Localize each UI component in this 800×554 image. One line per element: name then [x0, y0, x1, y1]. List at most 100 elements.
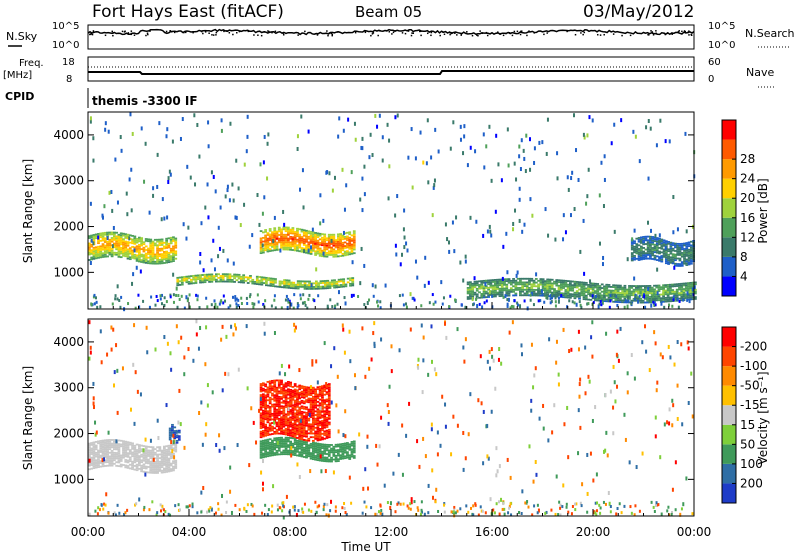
scatter-cell	[316, 236, 320, 239]
scatter-cell	[133, 237, 137, 240]
scatter-cell	[569, 285, 572, 288]
scatter-cell	[471, 286, 475, 289]
echo-point	[425, 161, 428, 166]
scatter-cell	[137, 447, 141, 450]
echo-point	[414, 156, 417, 161]
scatter-cell	[261, 433, 265, 436]
scatter-cell	[528, 283, 531, 286]
scatter-cell	[530, 287, 534, 289]
scatter-cell	[133, 450, 137, 453]
scatter-cell	[473, 291, 477, 294]
scatter-cell	[691, 281, 695, 284]
scatter-cell	[255, 279, 259, 282]
scatter-cell	[293, 439, 297, 442]
scatter-cell	[205, 279, 209, 282]
scatter-cell	[90, 256, 94, 259]
scatter-cell	[327, 253, 331, 256]
scatter-cell	[115, 240, 119, 243]
scatter-cell	[289, 451, 293, 454]
scatter-cell	[307, 453, 311, 456]
scatter-cell	[644, 286, 647, 289]
near-range-echo	[296, 305, 299, 309]
scatter-cell	[282, 423, 286, 426]
echo-point	[463, 134, 466, 139]
scatter-cell	[167, 255, 171, 258]
scatter-cell	[302, 393, 306, 396]
echo-point	[654, 233, 657, 238]
scatter-cell	[600, 290, 604, 293]
scatter-cell	[323, 415, 327, 418]
echo-point	[430, 155, 433, 160]
scatter-cell	[240, 277, 243, 280]
scatter-cell	[632, 294, 636, 297]
scatter-cell	[475, 293, 479, 296]
scatter-cell	[284, 433, 288, 436]
scatter-cell	[153, 453, 157, 456]
scatter-cell	[293, 441, 297, 444]
scatter-cell	[348, 447, 352, 449]
scatter-cell	[289, 421, 293, 424]
echo-point	[490, 233, 493, 238]
scatter-cell	[687, 263, 691, 266]
near-range-echo	[210, 303, 213, 307]
scatter-cell	[259, 248, 263, 251]
scatter-cell	[660, 242, 664, 245]
scatter-cell	[280, 388, 283, 391]
scatter-cell	[199, 279, 202, 282]
echo-point	[303, 249, 306, 254]
scatter-cell	[534, 281, 538, 284]
scatter-cell	[282, 405, 286, 408]
scatter-cell	[296, 282, 300, 284]
scatter-cell	[103, 233, 107, 236]
scatter-cell	[352, 447, 356, 450]
scatter-cell	[639, 251, 643, 253]
scatter-cell	[605, 287, 609, 290]
near-range-echo	[219, 300, 222, 304]
scatter-cell	[596, 284, 600, 287]
scatter-cell	[321, 458, 324, 460]
echo-point	[569, 213, 572, 218]
scatter-cell	[156, 260, 159, 263]
scatter-cell	[678, 259, 682, 262]
scatter-cell	[500, 287, 504, 290]
colorbar-segment	[722, 276, 736, 296]
scatter-cell	[342, 285, 346, 288]
scatter-cell	[475, 282, 479, 285]
scatter-cell	[115, 242, 119, 245]
scatter-cell	[144, 256, 148, 259]
scatter-cell	[323, 417, 327, 420]
scatter-cell	[644, 288, 647, 291]
scatter-cell	[264, 418, 268, 421]
scatter-cell	[94, 250, 98, 252]
scatter-cell	[309, 401, 313, 404]
echo-point	[104, 127, 107, 132]
scatter-cell	[305, 421, 308, 423]
nsearch-point	[331, 34, 333, 37]
scatter-cell	[215, 280, 218, 283]
scatter-cell	[284, 244, 288, 247]
scatter-cell	[124, 251, 128, 254]
near-range-echo	[551, 294, 554, 298]
scatter-cell	[158, 464, 162, 467]
scatter-cell	[685, 247, 689, 250]
scatter-cell	[642, 254, 646, 257]
scatter-cell	[158, 244, 162, 247]
scatter-cell	[286, 449, 290, 452]
scatter-cell	[314, 392, 318, 394]
scatter-cell	[503, 280, 506, 283]
echo-point	[161, 197, 164, 202]
echo-point	[676, 227, 679, 232]
scatter-cell	[325, 449, 329, 452]
scatter-cell	[683, 248, 686, 250]
scatter-cell	[90, 451, 94, 454]
scatter-cell	[271, 448, 274, 451]
scatter-cell	[666, 287, 670, 290]
scatter-cell	[466, 296, 470, 299]
scatter-cell	[675, 294, 679, 297]
scatter-cell	[316, 234, 320, 237]
scatter-cell	[336, 454, 340, 457]
scatter-cell	[598, 285, 602, 287]
scatter-cell	[264, 240, 268, 242]
scatter-cell	[277, 440, 281, 443]
scatter-cell	[557, 284, 561, 287]
